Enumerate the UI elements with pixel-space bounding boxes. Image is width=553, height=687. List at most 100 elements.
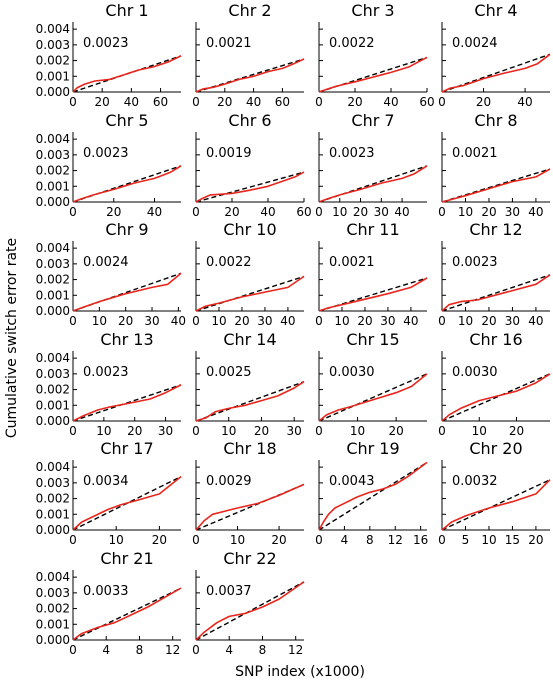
- x-tick-label: 12: [165, 643, 180, 657]
- panel-rate-label: 0.0023: [83, 365, 129, 380]
- panel-title: Chr 8: [474, 111, 517, 130]
- y-tick-label: 0.003: [36, 257, 70, 271]
- x-tick-label: 20: [353, 205, 368, 219]
- observed-line: [72, 55, 182, 93]
- y-tick-label: 0.002: [36, 164, 70, 178]
- panel-title: Chr 21: [100, 549, 153, 568]
- x-tick-label: 20: [271, 533, 286, 547]
- y-tick-label: 0.002: [36, 492, 70, 506]
- panel-rate-label: 0.0025: [206, 365, 252, 380]
- panel-rate-label: 0.0023: [329, 146, 375, 161]
- panel-chr-14: Chr 14 0.0025 0 10 20 30: [192, 330, 305, 438]
- panel-title: Chr 22: [223, 549, 276, 568]
- x-tick-label: 15: [505, 533, 520, 547]
- panel-chr-11: Chr 11 0.0021 0 10 20 30 40: [315, 220, 428, 328]
- x-tick-label: 20: [95, 95, 110, 109]
- expected-line: [195, 171, 305, 203]
- panel-chr-6: Chr 6 0.0019 0 20 40 60: [192, 111, 311, 219]
- x-tick-label: 5: [462, 533, 470, 547]
- panel-rate-label: 0.0029: [206, 474, 252, 489]
- x-tick-label: 30: [287, 424, 302, 438]
- y-tick-label: 0.000: [36, 414, 70, 428]
- x-tick-label: 40: [260, 205, 275, 219]
- x-tick-label: 8: [259, 643, 267, 657]
- observed-line: [318, 56, 428, 93]
- x-tick-label: 10: [221, 424, 236, 438]
- y-tick-label: 0.000: [36, 85, 70, 99]
- panel-rate-label: 0.0023: [83, 146, 129, 161]
- x-tick-label: 0: [192, 314, 200, 328]
- x-tick-label: 20: [509, 424, 524, 438]
- x-tick-label: 40: [394, 205, 409, 219]
- observed-line: [318, 461, 428, 531]
- panel-chr-7: Chr 7 0.0023 0 10 20 30 40: [315, 111, 428, 219]
- y-tick-label: 0.001: [36, 617, 70, 631]
- x-tick-label: 40: [528, 314, 543, 328]
- x-tick-label: 40: [517, 95, 532, 109]
- x-tick-label: 0: [438, 533, 446, 547]
- x-tick-label: 12: [288, 643, 303, 657]
- x-tick-label: 0: [69, 314, 77, 328]
- y-tick-label: 0.000: [36, 195, 70, 209]
- panel-title: Chr 7: [351, 111, 394, 130]
- x-tick-label: 10: [109, 533, 124, 547]
- panel-rate-label: 0.0032: [452, 474, 498, 489]
- x-tick-label: 0: [315, 533, 323, 547]
- panel-rate-label: 0.0024: [452, 36, 498, 51]
- x-tick-label: 10: [472, 424, 487, 438]
- x-tick-label: 60: [275, 95, 290, 109]
- panel-chr-18: Chr 18 0.0029 0 10 20: [192, 439, 305, 547]
- y-tick-label: 0.004: [36, 351, 70, 365]
- x-tick-label: 20: [234, 314, 249, 328]
- panel-chr-15: Chr 15 0.0030 0 10 20: [315, 330, 428, 438]
- x-tick-label: 20: [118, 314, 133, 328]
- panel-chr-2: Chr 2 0.0021 0 20 40 60: [192, 1, 305, 109]
- panel-title: Chr 4: [474, 1, 517, 20]
- y-tick-label: 0.002: [36, 54, 70, 68]
- x-tick-label: 40: [124, 95, 139, 109]
- y-tick-label: 0.003: [36, 476, 70, 490]
- x-tick-label: 20: [481, 314, 496, 328]
- y-tick-label: 0.003: [36, 148, 70, 162]
- x-tick-label: 10: [481, 533, 496, 547]
- x-tick-label: 10: [332, 205, 347, 219]
- x-tick-label: 20: [476, 95, 491, 109]
- x-tick-label: 0: [192, 205, 200, 219]
- x-tick-label: 12: [388, 533, 403, 547]
- x-tick-label: 40: [147, 205, 162, 219]
- observed-line: [441, 274, 551, 312]
- x-tick-label: 20: [152, 533, 167, 547]
- panel-rate-label: 0.0023: [83, 36, 129, 51]
- panel-title: Chr 3: [351, 1, 394, 20]
- observed-line: [318, 165, 428, 203]
- expected-line: [441, 274, 551, 312]
- panel-chr-20: Chr 20 0.0032 0 5 10 15 20: [438, 439, 551, 547]
- observed-line: [72, 587, 182, 641]
- y-tick-label: 0.001: [36, 398, 70, 412]
- x-tick-label: 20: [347, 95, 362, 109]
- x-tick-label: 0: [192, 533, 200, 547]
- y-tick-label: 0.003: [36, 38, 70, 52]
- x-tick-label: 40: [280, 314, 295, 328]
- x-tick-label: 30: [380, 314, 395, 328]
- expected-line: [195, 381, 305, 422]
- observed-line: [441, 373, 551, 422]
- x-tick-label: 40: [528, 205, 543, 219]
- x-tick-label: 10: [458, 205, 473, 219]
- panel-rate-label: 0.0037: [206, 584, 252, 599]
- x-axis-label: SNP index (x1000): [235, 664, 365, 680]
- x-tick-label: 20: [106, 205, 121, 219]
- panel-rate-label: 0.0022: [329, 36, 375, 51]
- x-tick-label: 20: [254, 424, 269, 438]
- panel-rate-label: 0.0033: [83, 584, 129, 599]
- observed-line: [72, 165, 182, 203]
- observed-line: [318, 373, 428, 422]
- x-tick-label: 0: [192, 95, 200, 109]
- expected-line: [72, 587, 182, 641]
- observed-line: [72, 475, 182, 531]
- x-tick-label: 30: [158, 424, 173, 438]
- panel-rate-label: 0.0024: [83, 255, 129, 270]
- observed-line: [441, 53, 551, 93]
